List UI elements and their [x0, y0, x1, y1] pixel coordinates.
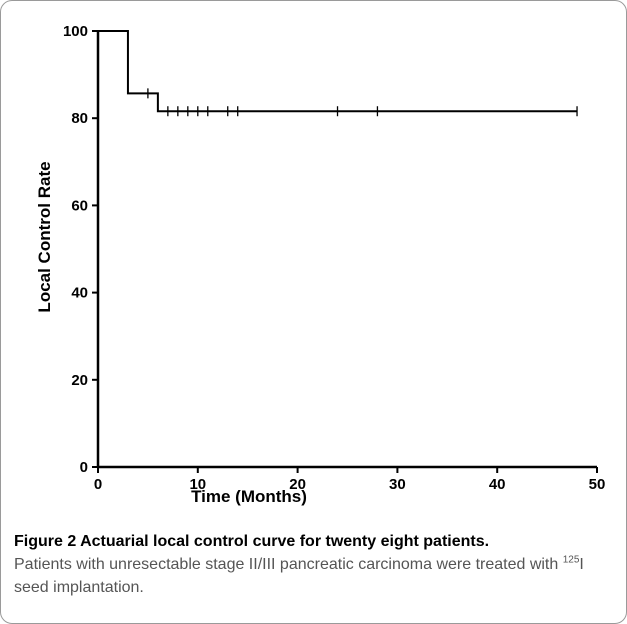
figure-caption: Figure 2 Actuarial local control curve f…	[14, 530, 614, 599]
y-tick-label: 100	[63, 23, 88, 40]
y-tick-label: 0	[80, 459, 88, 476]
x-tick-label: 20	[289, 476, 306, 493]
y-tick-label: 80	[71, 110, 88, 127]
chart-marks	[98, 30, 578, 117]
y-tick-label: 40	[71, 285, 88, 302]
caption-text-end: I seed implantation.	[14, 556, 584, 596]
x-axis-label: Time (Months)	[191, 487, 307, 506]
x-tick-label: 10	[189, 476, 206, 493]
caption-title: Figure 2 Actuarial local control curve f…	[14, 533, 490, 550]
caption-isotope-superscript: 125	[562, 554, 580, 566]
y-axis-label: Local Control Rate	[35, 161, 54, 312]
caption-text: Patients with unresectable stage II/III …	[14, 556, 559, 573]
y-tick-label: 60	[71, 197, 88, 214]
survival-step-line	[98, 30, 578, 113]
x-tick-label: 50	[589, 476, 606, 493]
x-tick-label: 40	[489, 476, 506, 493]
chart-axes: 0 20 40 60 80 100 0 10 20 30 40 50	[63, 23, 605, 493]
x-tick-label: 30	[389, 476, 406, 493]
y-tick-label: 20	[71, 372, 88, 389]
x-tick-label: 0	[94, 476, 102, 493]
kaplan-meier-chart: 0 20 40 60 80 100 0 10 20 30 40 50 Time (Months) Lo…	[35, 23, 605, 506]
